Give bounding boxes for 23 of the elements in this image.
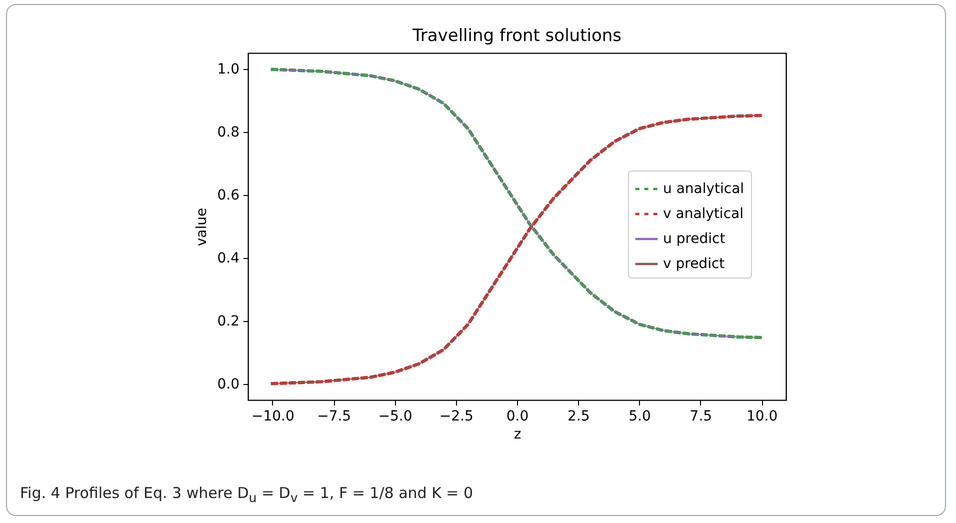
x-tick-label: −5.0 <box>378 408 412 424</box>
x-tick-label: −2.5 <box>439 408 474 424</box>
x-tick-label: 2.5 <box>568 408 590 424</box>
x-tick-label: 7.5 <box>690 408 712 424</box>
x-tick-label: 0.0 <box>506 408 529 424</box>
caption: Fig. 4 Profiles of Eq. 3 where D$_{u}$ = D$_{v}$ = 1, F = 1/8 and K = 0 <box>20 484 474 505</box>
x-tick-label: 10.0 <box>746 408 778 424</box>
y-tick-label: 0.0 <box>217 376 240 393</box>
x-tick-label: 5.0 <box>628 408 651 424</box>
legend-label: u predict <box>663 231 726 247</box>
legend-label: u analytical <box>663 181 744 197</box>
y-tick-label: 1.0 <box>217 61 240 78</box>
legend-label: v analytical <box>663 206 744 222</box>
y-tick-label: 0.4 <box>217 250 240 267</box>
y-tick-label: 0.6 <box>217 187 240 204</box>
x-axis-title: z <box>514 426 522 442</box>
y-tick-label: 0.8 <box>217 124 240 140</box>
chart-title: Travelling front solutions <box>412 26 622 46</box>
y-tick-label: 0.2 <box>217 314 240 330</box>
legend-label: v predict <box>663 256 726 272</box>
x-tick-label: −10.0 <box>252 408 294 424</box>
y-axis-title: value <box>194 208 210 246</box>
x-tick-label: −7.5 <box>317 408 352 424</box>
